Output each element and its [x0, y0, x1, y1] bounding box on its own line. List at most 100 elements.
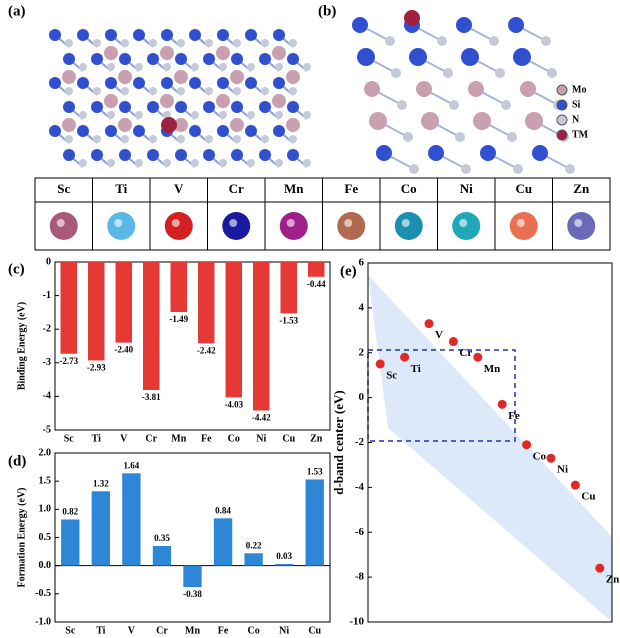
y-axis-label: Binding Energy (eV): [16, 302, 27, 390]
atom: [455, 132, 465, 142]
point-label: Ti: [411, 363, 421, 375]
point-label: Mn: [484, 363, 501, 375]
point: [497, 399, 507, 409]
sphere-highlight: [56, 219, 65, 227]
plot-frame: [54, 261, 331, 431]
atom: [247, 63, 255, 71]
atom: [421, 112, 439, 130]
bar: [122, 473, 141, 566]
bar: [213, 518, 233, 566]
y-tick-label: 0.0: [39, 560, 52, 571]
atom: [105, 77, 117, 89]
legend-label: Si: [572, 99, 581, 110]
atom: [507, 132, 517, 142]
atom: [247, 111, 255, 119]
y-tick-label: -2: [355, 436, 365, 448]
atom: [245, 77, 257, 89]
bar: [60, 262, 77, 354]
atom: [385, 36, 395, 46]
atom: [163, 159, 171, 167]
bar: [253, 262, 270, 411]
panel-label: (a): [8, 3, 26, 19]
x-tick-label: Ni: [256, 433, 266, 444]
point: [375, 359, 385, 369]
atom: [107, 111, 115, 119]
value-label: -1.53: [279, 315, 298, 325]
atom: [468, 81, 484, 97]
bar: [280, 262, 297, 314]
bar: [170, 262, 187, 313]
sphere-highlight: [286, 219, 295, 227]
value-label: 1.64: [124, 460, 140, 470]
atom: [63, 53, 75, 65]
bar: [244, 553, 263, 566]
atom: [231, 53, 243, 65]
atom: [230, 70, 244, 84]
atom: [118, 118, 132, 132]
atom: [205, 87, 213, 95]
atom: [273, 125, 285, 137]
bar: [143, 262, 160, 391]
atom: [287, 53, 299, 65]
atom: [520, 81, 536, 97]
atom: [513, 164, 523, 174]
atom: [513, 48, 531, 66]
atom: [191, 63, 199, 71]
atom: [443, 68, 453, 78]
atom: [133, 77, 145, 89]
bar: [225, 262, 242, 398]
element-name: Mn: [284, 181, 304, 196]
atom: [287, 149, 299, 161]
x-tick-label: Ti: [96, 625, 105, 636]
atom: [525, 112, 543, 130]
element-name: Co: [401, 181, 417, 196]
point-label: Co: [533, 450, 547, 462]
bar: [61, 519, 80, 566]
value-label: -3.81: [142, 392, 161, 402]
atom: [174, 70, 188, 84]
atom: [175, 101, 187, 113]
bar: [308, 262, 325, 277]
atom: [245, 29, 257, 41]
atom: [233, 39, 241, 47]
atom: [62, 118, 76, 132]
atom: [203, 53, 215, 65]
atom: [289, 135, 297, 143]
element-name: Cu: [515, 181, 532, 196]
atom: [121, 135, 129, 143]
y-tick-label: -3: [43, 357, 51, 368]
atom: [541, 36, 551, 46]
x-tick-label: V: [120, 433, 128, 444]
atom: [63, 101, 75, 113]
atom: [77, 125, 89, 137]
value-label: -4.03: [224, 399, 243, 409]
atom: [409, 48, 427, 66]
atom: [77, 77, 89, 89]
atom: [189, 125, 201, 137]
atom: [449, 100, 459, 110]
atom: [205, 135, 213, 143]
atom: [149, 39, 157, 47]
atom: [275, 111, 283, 119]
atom: [104, 94, 118, 108]
legend-label: TM: [572, 129, 589, 140]
point: [522, 440, 532, 450]
atom: [161, 117, 177, 133]
point-label: Ni: [557, 464, 568, 476]
bar: [115, 262, 132, 343]
atom: [105, 29, 117, 41]
atom: [217, 125, 229, 137]
atom: [230, 118, 244, 132]
point-label: Sc: [386, 370, 397, 382]
atom: [565, 164, 575, 174]
x-tick-label: Sc: [64, 433, 75, 444]
value-label: -2.42: [197, 345, 216, 355]
x-tick-label: Co: [228, 433, 240, 444]
atom: [272, 46, 286, 60]
y-tick-label: 2.0: [39, 447, 52, 458]
bar: [183, 565, 202, 588]
x-tick-label: Cu: [282, 433, 295, 444]
x-tick-label: Co: [247, 625, 259, 636]
point: [448, 337, 458, 347]
atom: [175, 149, 187, 161]
